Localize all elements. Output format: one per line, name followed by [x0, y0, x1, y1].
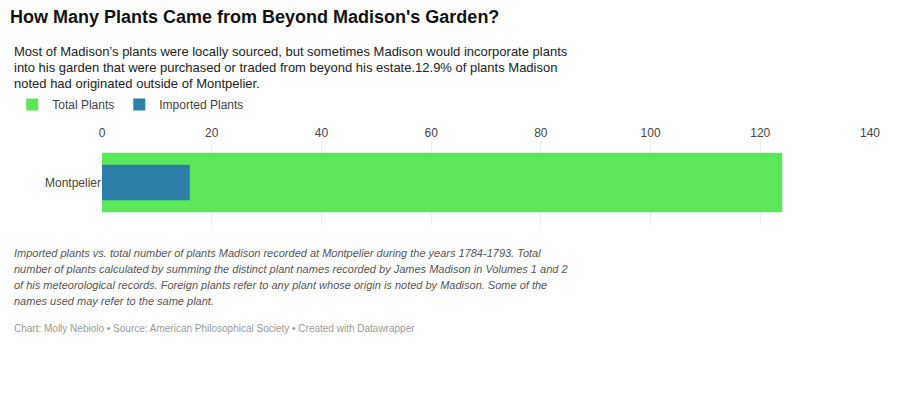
svg-text:into his garden that were purc: into his garden that were purchased or t…: [14, 60, 557, 75]
svg-text:120: 120: [750, 126, 770, 140]
svg-text:80: 80: [534, 126, 548, 140]
svg-text:20: 20: [205, 126, 219, 140]
svg-text:How Many Plants Came from Beyo: How Many Plants Came from Beyond Madison…: [10, 7, 499, 27]
svg-text:Imported plants vs. total numb: Imported plants vs. total number of plan…: [14, 247, 541, 259]
svg-text:of his meteorological records.: of his meteorological records. Foreign p…: [14, 279, 547, 291]
svg-text:40: 40: [315, 126, 329, 140]
svg-text:140: 140: [860, 126, 880, 140]
svg-text:100: 100: [641, 126, 661, 140]
svg-text:60: 60: [424, 126, 438, 140]
svg-text:noted had originated outside o: noted had originated outside of Montpeli…: [14, 76, 260, 91]
svg-text:Total Plants: Total Plants: [52, 98, 114, 112]
svg-text:Most of Madison’s plants were: Most of Madison’s plants were locally so…: [14, 44, 568, 59]
svg-text:0: 0: [99, 126, 106, 140]
svg-text:names used may refer to the sa: names used may refer to the same plant.: [14, 295, 214, 307]
svg-text:number of plants calculated by: number of plants calculated by summing t…: [14, 263, 568, 275]
svg-text:Montpelier: Montpelier: [45, 176, 101, 190]
svg-text:Imported Plants: Imported Plants: [159, 98, 243, 112]
svg-text:Chart: Molly Nebiolo • Source:: Chart: Molly Nebiolo • Source: American …: [14, 323, 415, 334]
